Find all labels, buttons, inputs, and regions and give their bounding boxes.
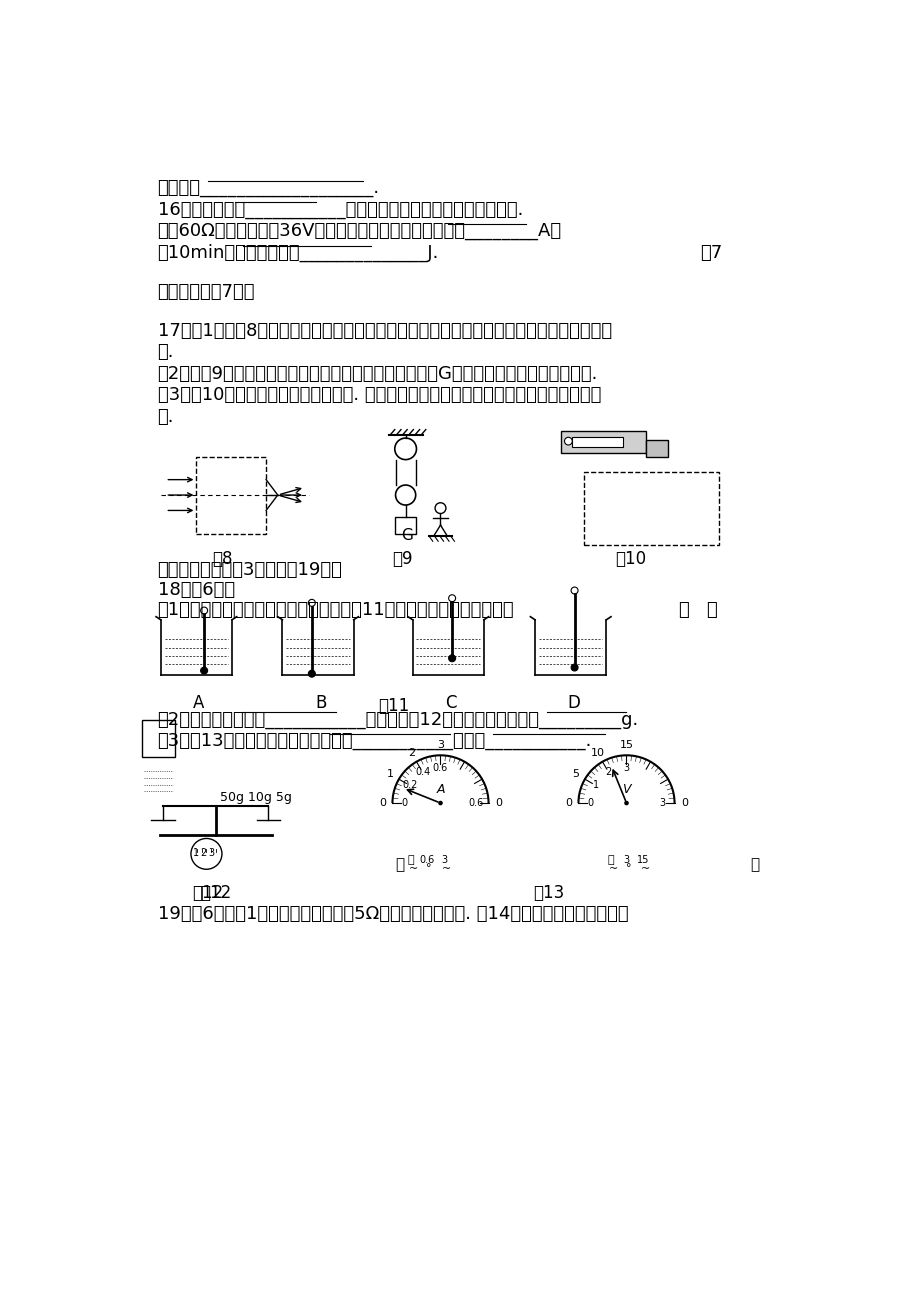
Circle shape: [308, 671, 315, 677]
Text: （3）图13中电表的示数分别为：甲图___________，乙图___________.: （3）图13中电表的示数分别为：甲图___________，乙图________…: [157, 732, 591, 750]
Text: 50g 10g 5g: 50g 10g 5g: [220, 792, 291, 805]
Text: 图11: 图11: [378, 697, 409, 715]
Text: 18．（6分）: 18．（6分）: [157, 581, 234, 599]
Text: 图8: 图8: [211, 551, 233, 569]
Text: 1: 1: [592, 780, 598, 790]
Circle shape: [623, 801, 629, 806]
Text: 五、实验题（本题3小题，共19分）: 五、实验题（本题3小题，共19分）: [157, 561, 342, 579]
Text: 图.: 图.: [157, 408, 174, 426]
Text: V: V: [621, 783, 630, 796]
Text: （2）天平是用来测量___________的仪器，图12中所示天平的读数是_________g.: （2）天平是用来测量___________的仪器，图12中所示天平的读数是___…: [157, 711, 638, 729]
Bar: [196, 457, 266, 534]
Text: °: °: [626, 863, 630, 874]
Text: 0.6: 0.6: [468, 798, 483, 809]
Text: G: G: [401, 529, 413, 543]
Text: 在10min内产生的热量为______________J.: 在10min内产生的热量为______________J.: [157, 243, 438, 262]
Text: A: A: [193, 694, 204, 712]
Text: 3: 3: [208, 848, 214, 858]
Text: 甲: 甲: [395, 857, 404, 872]
Text: 的作用是___________________.: 的作用是___________________.: [157, 180, 380, 198]
Text: 图7: 图7: [699, 243, 721, 262]
Text: 1: 1: [192, 848, 199, 858]
Text: 15: 15: [637, 855, 649, 865]
Text: 图9: 图9: [392, 551, 413, 569]
Text: 0: 0: [680, 798, 687, 809]
Text: °: °: [425, 863, 431, 874]
Text: 图13: 图13: [533, 884, 564, 902]
Text: （2）在图9中，一个站在地面上的工人利用滑轮组将重物G提起来，请画出滑轮组的绕线.: （2）在图9中，一个站在地面上的工人利用滑轮组将重物G提起来，请画出滑轮组的绕线…: [157, 365, 597, 383]
Text: 0: 0: [564, 798, 572, 809]
Text: 3: 3: [441, 855, 447, 865]
Text: ~: ~: [442, 863, 451, 874]
Text: 17．（1）如图8画出了光线通过某一透镜前后光线的方向，请在图中虚线框内画出相应的透: 17．（1）如图8画出了光线通过某一透镜前后光线的方向，请在图中虚线框内画出相应…: [157, 322, 611, 340]
Text: 0.2: 0.2: [402, 780, 417, 790]
Text: ~: ~: [641, 863, 650, 874]
Text: ＋: ＋: [407, 855, 414, 865]
Text: 1: 1: [386, 769, 393, 779]
Text: 3: 3: [623, 763, 629, 772]
Text: 0: 0: [494, 798, 502, 809]
Text: 图10: 图10: [614, 551, 645, 569]
Bar: [584, 471, 719, 546]
Text: 0: 0: [379, 798, 385, 809]
Text: 10: 10: [590, 749, 604, 758]
Text: ＋: ＋: [607, 855, 614, 865]
Bar: [142, 720, 175, 756]
Text: ~: ~: [408, 863, 417, 874]
Text: 5: 5: [572, 769, 579, 779]
Bar: [560, 431, 645, 453]
Text: 0: 0: [587, 798, 594, 809]
Text: 2: 2: [605, 767, 611, 777]
Text: 3: 3: [658, 798, 664, 809]
Text: （   ）: （ ）: [678, 602, 717, 620]
Text: 19．（6分）（1）测小灯泡（电阻约5Ω）电功率的实验中. 图14是某同学尚未完成的实物: 19．（6分）（1）测小灯泡（电阻约5Ω）电功率的实验中. 图14是某同学尚未完…: [157, 905, 628, 923]
Text: 0.6: 0.6: [418, 855, 434, 865]
Text: 0.6: 0.6: [433, 763, 448, 772]
Circle shape: [200, 667, 208, 674]
Text: 一根60Ω的电阻丝接在36V的电源上，通过电阻丝的电流为________A，: 一根60Ω的电阻丝接在36V的电源上，通过电阻丝的电流为________A，: [157, 223, 562, 241]
Text: 3: 3: [623, 855, 629, 865]
Text: C: C: [445, 694, 456, 712]
Text: 乙: 乙: [750, 857, 759, 872]
Text: 图12: 图12: [192, 884, 223, 902]
Bar: [572, 436, 622, 448]
Circle shape: [448, 655, 455, 661]
Text: （3）图10所示是常用手电筒的剖面图. 请观察它的结构，在方框内画出与其相对应的电路: （3）图10所示是常用手电筒的剖面图. 请观察它的结构，在方框内画出与其相对应的…: [157, 387, 600, 405]
Text: 16．由于电流的___________效应，当电流通过电阻时会产生热量.: 16．由于电流的___________效应，当电流通过电阻时会产生热量.: [157, 201, 522, 219]
Text: B: B: [314, 694, 326, 712]
Text: 图12: 图12: [200, 884, 232, 902]
Text: 镜.: 镜.: [157, 344, 174, 362]
Text: 3: 3: [437, 741, 444, 750]
Bar: [394, 517, 416, 534]
Text: 2: 2: [407, 749, 414, 758]
Circle shape: [437, 801, 442, 806]
Text: 0: 0: [402, 798, 407, 809]
Text: （1）用温度计测量烧杯中液体的温度，图11所示的几种做法中正确的是: （1）用温度计测量烧杯中液体的温度，图11所示的几种做法中正确的是: [157, 602, 514, 620]
Bar: [645, 440, 667, 457]
Circle shape: [571, 664, 577, 671]
Text: 四、作图题（7分）: 四、作图题（7分）: [157, 284, 255, 301]
Text: 0.4: 0.4: [414, 767, 430, 777]
Text: D: D: [567, 694, 580, 712]
Circle shape: [564, 437, 572, 445]
Text: A: A: [436, 783, 444, 796]
Text: ~: ~: [608, 863, 618, 874]
Text: 15: 15: [618, 741, 633, 750]
Text: 2: 2: [200, 848, 206, 858]
